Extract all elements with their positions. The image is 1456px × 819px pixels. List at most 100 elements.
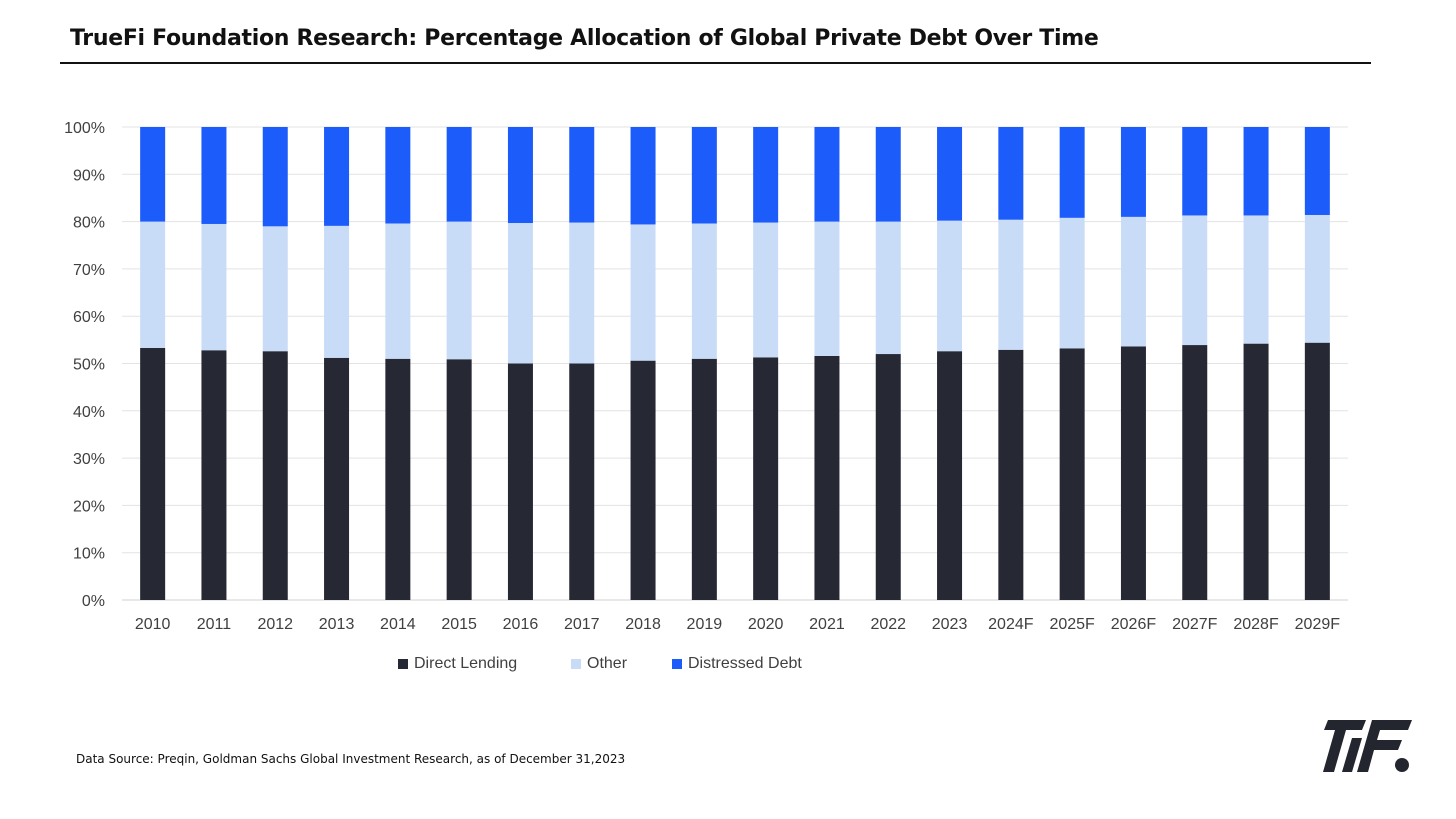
x-tick-label: 2010 (135, 616, 171, 633)
bar-distressed-debt (814, 127, 840, 222)
bar-distressed-debt (385, 127, 411, 224)
x-tick-label: 2014 (380, 616, 416, 633)
bar-other (875, 221, 901, 355)
y-tick-label: 10% (73, 546, 105, 563)
y-tick-label: 40% (73, 404, 105, 421)
x-tick-label: 2028F (1233, 616, 1279, 633)
y-tick-label: 50% (73, 357, 105, 374)
bar-other (1120, 216, 1146, 347)
bar-direct-lending (569, 363, 595, 600)
bar-direct-lending (140, 347, 166, 600)
bar-other (262, 226, 288, 352)
bar-direct-lending (630, 360, 656, 600)
bar-other (1304, 214, 1330, 343)
title-divider (60, 62, 1371, 64)
bar-direct-lending (262, 351, 288, 600)
x-tick-label: 2013 (319, 616, 355, 633)
bar-distressed-debt (630, 127, 656, 225)
x-tick-label: 2015 (441, 616, 477, 633)
bar-other (630, 224, 656, 361)
bar-distressed-debt (875, 127, 901, 222)
bar-direct-lending (753, 357, 779, 600)
bar-distressed-debt (262, 127, 288, 227)
y-tick-label: 70% (73, 262, 105, 279)
x-tick-label: 2029F (1295, 616, 1341, 633)
legend-label: Other (587, 655, 628, 672)
legend-swatch (571, 659, 581, 669)
bar-other (937, 220, 963, 352)
bar-other (569, 222, 595, 364)
bar-other (1243, 215, 1269, 344)
truefi-logo-icon (1322, 716, 1414, 781)
y-tick-label: 60% (73, 309, 105, 326)
legend-item: Other (571, 655, 627, 673)
bar-other (691, 223, 717, 359)
bar-direct-lending (385, 358, 411, 600)
bar-distressed-debt (507, 127, 533, 224)
bar-direct-lending (998, 349, 1024, 600)
bar-distressed-debt (201, 127, 227, 224)
bar-direct-lending (1304, 342, 1330, 600)
bar-distressed-debt (1243, 127, 1269, 216)
legend-item: Distressed Debt (672, 655, 802, 673)
bar-distressed-debt (1182, 127, 1208, 216)
y-tick-label: 0% (82, 593, 105, 610)
bar-direct-lending (1120, 346, 1146, 600)
bar-direct-lending (324, 357, 350, 600)
x-tick-label: 2024F (988, 616, 1034, 633)
x-tick-label: 2022 (870, 616, 906, 633)
chart-legend: Direct Lending Other Distressed Debt (0, 655, 1456, 677)
y-tick-label: 100% (64, 120, 105, 137)
bar-distressed-debt (1304, 127, 1330, 215)
bar-distressed-debt (446, 127, 472, 222)
bar-other (324, 225, 350, 358)
legend-label: Direct Lending (414, 655, 518, 672)
x-tick-label: 2016 (503, 616, 539, 633)
bar-direct-lending (814, 355, 840, 600)
bar-other (140, 221, 166, 348)
data-source-note: Data Source: Preqin, Goldman Sachs Globa… (76, 752, 626, 766)
bar-distressed-debt (1120, 127, 1146, 217)
bar-other (753, 222, 779, 358)
bar-distressed-debt (691, 127, 717, 224)
x-tick-label: 2020 (748, 616, 784, 633)
legend-label: Distressed Debt (688, 655, 802, 672)
bar-other (1182, 215, 1208, 346)
x-tick-label: 2025F (1049, 616, 1095, 633)
bar-direct-lending (1243, 343, 1269, 600)
legend-swatch (398, 659, 408, 669)
y-tick-label: 20% (73, 498, 105, 515)
y-tick-label: 80% (73, 215, 105, 232)
legend-swatch (672, 659, 682, 669)
x-tick-label: 2018 (625, 616, 661, 633)
bar-other (998, 219, 1024, 350)
x-tick-label: 2027F (1172, 616, 1218, 633)
y-tick-label: 90% (73, 167, 105, 184)
bar-distressed-debt (569, 127, 595, 223)
bar-other (385, 223, 411, 359)
x-tick-label: 2017 (564, 616, 600, 633)
bar-other (201, 223, 227, 351)
bar-direct-lending (937, 351, 963, 600)
bar-direct-lending (1182, 345, 1208, 600)
x-tick-label: 2019 (687, 616, 723, 633)
x-tick-label: 2021 (809, 616, 845, 633)
bar-distressed-debt (753, 127, 779, 223)
bar-direct-lending (201, 350, 227, 600)
page-title: TrueFi Foundation Research: Percentage A… (70, 26, 1099, 51)
x-tick-label: 2023 (932, 616, 968, 633)
x-tick-label: 2026F (1111, 616, 1157, 633)
bar-direct-lending (446, 359, 472, 600)
x-tick-label: 2012 (257, 616, 293, 633)
bar-distressed-debt (1059, 127, 1085, 218)
bar-direct-lending (875, 354, 901, 600)
y-tick-label: 30% (73, 451, 105, 468)
bar-other (1059, 217, 1085, 349)
bar-direct-lending (691, 358, 717, 600)
bar-distressed-debt (998, 127, 1024, 220)
x-tick-label: 2011 (197, 616, 232, 633)
bar-distressed-debt (324, 127, 350, 226)
bar-other (507, 223, 533, 364)
bar-distressed-debt (140, 127, 166, 222)
